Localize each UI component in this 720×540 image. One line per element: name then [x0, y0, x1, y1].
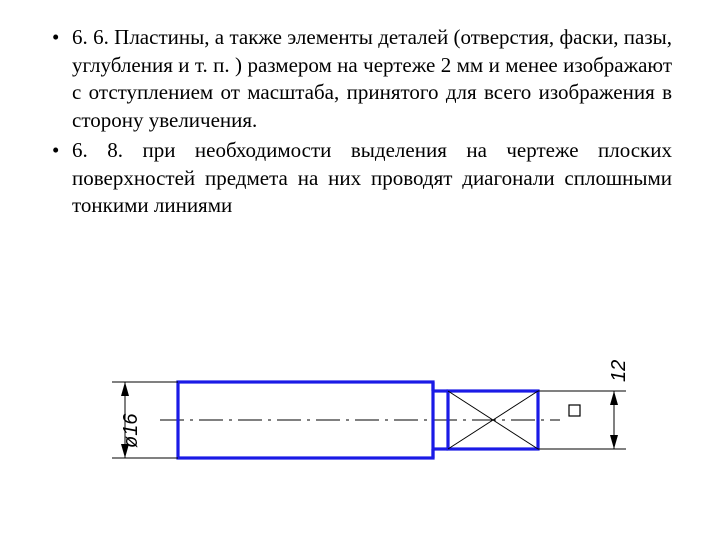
bullet-item-6-6: 6. 6. Пластины, а также элементы деталей… [48, 24, 672, 135]
arrow-right-top [610, 391, 618, 405]
arrow-right-bot [610, 435, 618, 449]
page-root: 6. 6. Пластины, а также элементы деталей… [0, 0, 720, 540]
dim-label-diameter: ø16 [120, 414, 143, 448]
bullet-item-6-8: 6. 8. при необходимости выделения на чер… [48, 137, 672, 220]
arrow-left-top [121, 382, 129, 396]
technical-drawing: ø16 12 [0, 300, 720, 520]
dim-label-square: 12 [608, 360, 631, 382]
bullet-list: 6. 6. Пластины, а также элементы деталей… [48, 24, 672, 220]
drawing-svg [0, 300, 720, 520]
square-symbol [569, 405, 580, 416]
